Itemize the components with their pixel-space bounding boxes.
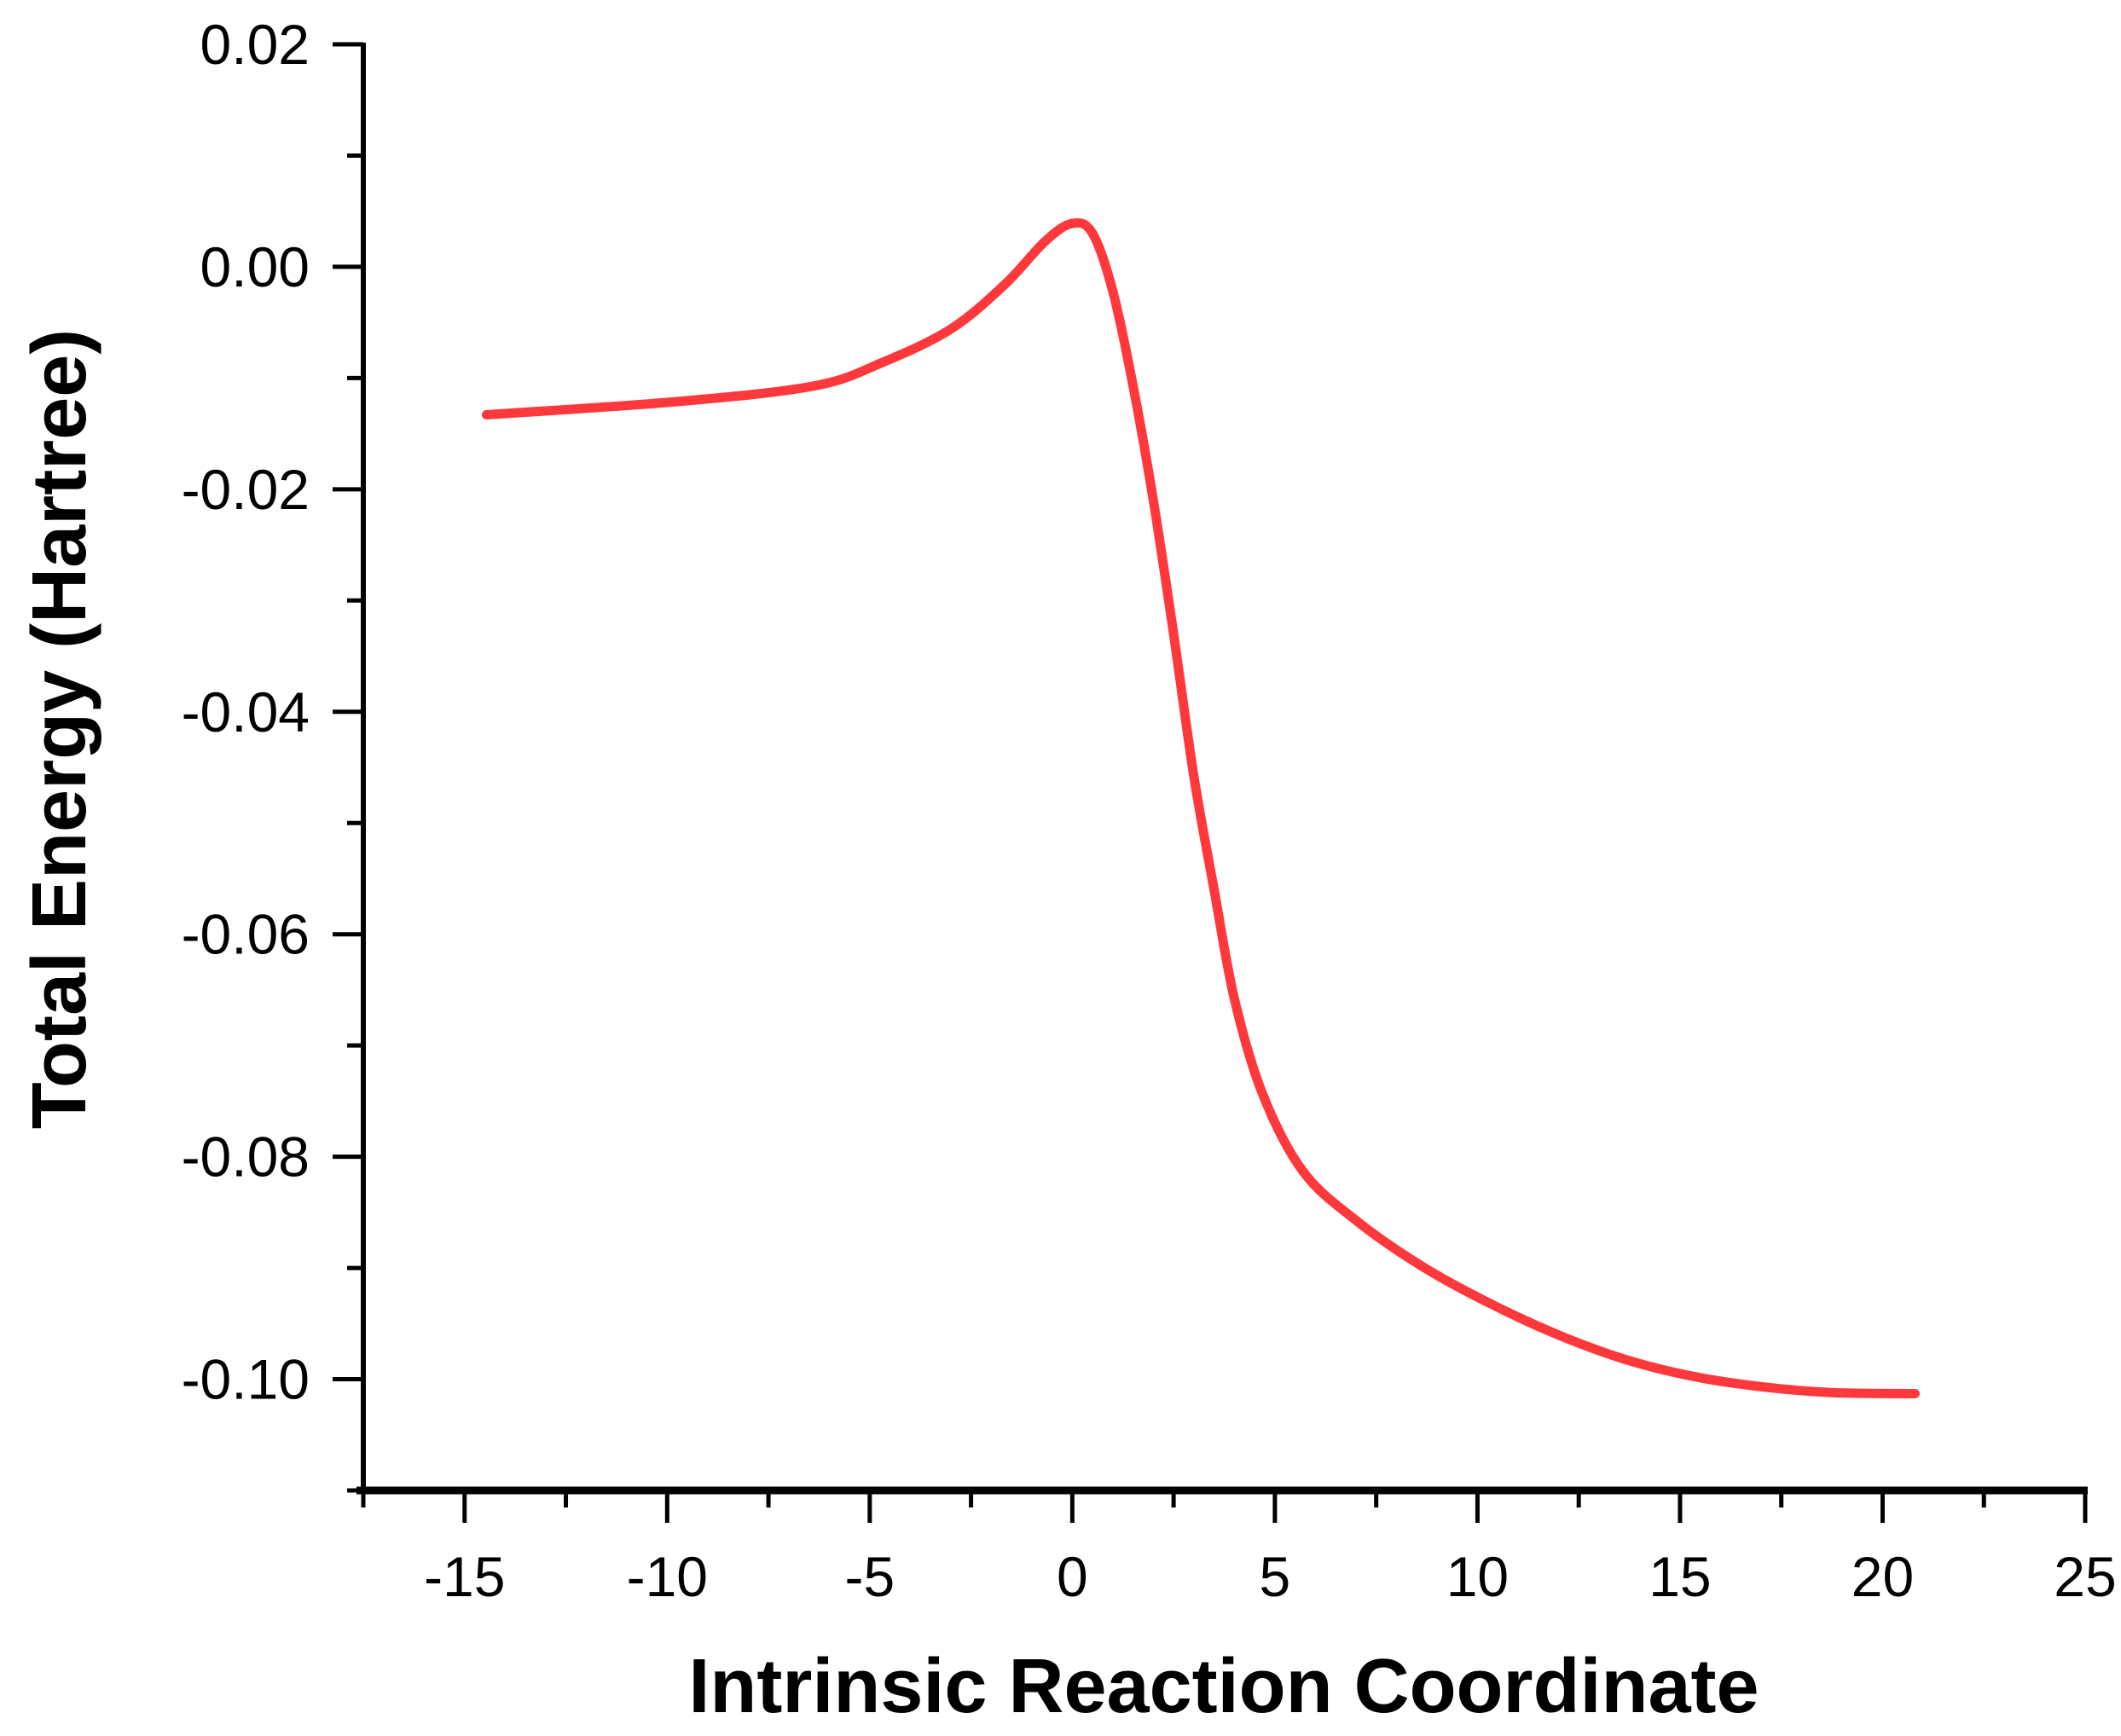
y-tick-label: 0.00: [200, 235, 310, 298]
y-tick-label: -0.02: [182, 458, 310, 521]
x-tick-label: 5: [1260, 1545, 1291, 1608]
y-axis: 0.02 0.00 -0.02 -0.04 -0.06 -0.08 -0.10: [182, 13, 366, 1493]
x-tick-label: 15: [1649, 1545, 1711, 1608]
series-group: [481, 217, 1920, 1398]
series-line: [481, 217, 1920, 1398]
y-tick-label: -0.10: [182, 1348, 310, 1411]
x-tick-label: 25: [2054, 1545, 2116, 1608]
x-axis-title: Intrinsic Reaction Coordinate: [688, 1644, 1759, 1729]
y-tick-label: -0.08: [182, 1126, 310, 1189]
y-tick-label: -0.04: [182, 680, 310, 744]
x-tick-label: -15: [424, 1545, 505, 1608]
x-tick-label: -5: [844, 1545, 895, 1608]
x-tick-label: -10: [627, 1545, 708, 1608]
y-axis-title: Total Energy (Hartree): [17, 329, 102, 1130]
x-axis: -15 -10 -5 0 5 10 15 20 25: [356, 1486, 2117, 1608]
x-tick-label: 10: [1446, 1545, 1509, 1608]
y-tick-label: 0.02: [200, 13, 310, 76]
x-tick-label: 20: [1852, 1545, 1914, 1608]
x-tick-label: 0: [1057, 1545, 1088, 1608]
y-tick-label: -0.06: [182, 903, 310, 966]
